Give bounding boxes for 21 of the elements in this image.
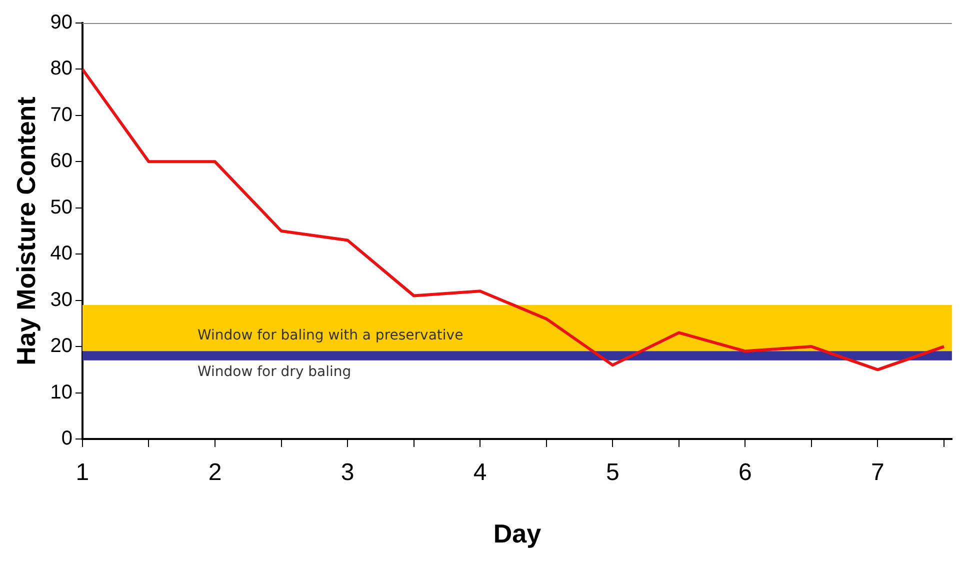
x-tick-label: 3 [340,459,354,486]
x-tick-label: 1 [76,459,90,486]
y-axis-title: Hay Moisture Content [10,96,41,366]
y-tick-label: 10 [50,381,72,404]
x-tick-label: 2 [208,459,222,486]
x-axis-title: Day [493,518,542,549]
x-tick-label: 4 [473,459,487,486]
x-tick-label: 5 [606,459,620,486]
y-tick-label: 30 [50,288,72,311]
y-tick-label: 60 [50,150,72,172]
y-tick-label: 70 [50,104,72,126]
y-tick-label: 0 [61,428,72,450]
y-tick-label: 80 [50,58,72,80]
y-tick-label: 50 [50,196,72,218]
x-tick-label: 7 [871,459,884,486]
y-tick-label: 20 [50,335,72,358]
band-label: Window for dry baling [197,364,352,380]
x-tick-label: 6 [738,459,752,486]
y-tick-label: 90 [50,12,72,34]
y-tick-label: 40 [50,242,72,265]
band-label: Window for baling with a preservative [197,328,464,344]
